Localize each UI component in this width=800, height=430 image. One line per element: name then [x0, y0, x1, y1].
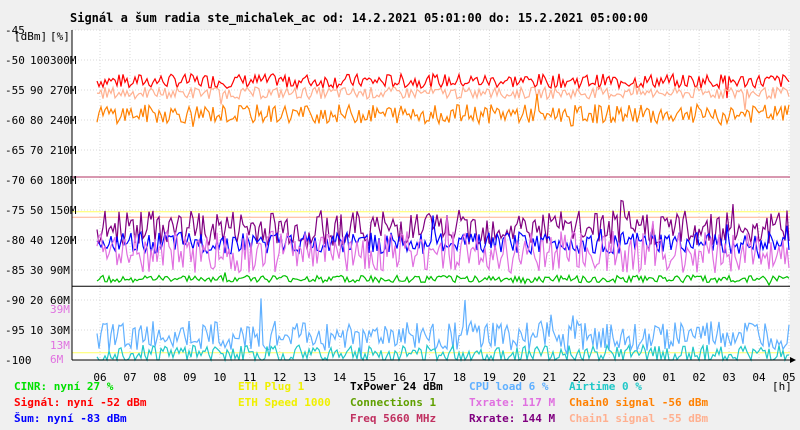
x-tick: 06 — [93, 371, 106, 384]
x-tick: 01 — [663, 371, 676, 384]
y-tick-dbm: -45 — [5, 24, 25, 37]
y-tick-percent: 60 — [30, 174, 43, 187]
y-tick-rate: 270M — [50, 84, 77, 97]
y-tick-dbm: -80 — [5, 234, 25, 247]
x-tick: 12 — [273, 371, 286, 384]
legend-entry: Chain0 signal -56 dBm — [569, 396, 708, 409]
series-line — [96, 216, 790, 275]
y-tick-dbm: -55 — [5, 84, 25, 97]
y-tick-rate: 60M — [50, 294, 70, 307]
x-tick: 17 — [423, 371, 436, 384]
x-tick: 04 — [752, 371, 766, 384]
legend-entry: Chain1 signal -55 dBm — [569, 412, 708, 425]
legend-entry: Rxrate: 144 M — [469, 412, 555, 425]
legend-entry: Connections 1 — [350, 396, 436, 409]
y-tick-dbm: -100 — [5, 354, 32, 367]
series-line — [96, 343, 790, 363]
y-tick-percent: 30 — [30, 264, 43, 277]
axes: -45 -50 100 300M -55 90 270M -60 80 240M -65 70 210M… — [5, 24, 796, 393]
y-tick-percent: 40 — [30, 234, 43, 247]
y-tick-percent: 20 — [30, 294, 43, 307]
legend-entry: ETH Plug 1 — [238, 380, 305, 393]
y-tick-rate: 150M — [50, 204, 77, 217]
y-tick-percent: 80 — [30, 114, 43, 127]
legend-entry: CINR: nyní 27 % — [14, 380, 114, 393]
y-tick-rate: 30M — [50, 324, 70, 337]
x-tick: 18 — [453, 371, 466, 384]
series-lines — [96, 72, 790, 363]
legend-entry: Signál: nyní -52 dBm — [14, 396, 147, 409]
legend-entry: Šum: nyní -83 dBm — [14, 412, 127, 425]
legend: CINR: nyní 27 % Signál: nyní -52 dBm Šum: … — [14, 380, 708, 425]
y-tick-rate: 180M — [50, 174, 77, 187]
y-tick-dbm: -70 — [5, 174, 25, 187]
y-tick-percent: 10 — [30, 324, 43, 337]
legend-entry: TxPower 24 dBm — [350, 380, 443, 393]
y-tick-percent: 50 — [30, 204, 43, 217]
rate-marker: 39M — [50, 303, 70, 316]
x-tick: 20 — [513, 371, 526, 384]
x-tick: 08 — [153, 371, 166, 384]
y-tick-rate: 240M — [50, 114, 77, 127]
x-tick: 16 — [393, 371, 406, 384]
x-tick: 21 — [543, 371, 556, 384]
y-tick-dbm: -60 — [5, 114, 25, 127]
y-tick-rate: 90M — [50, 264, 70, 277]
legend-entry: ETH Speed 1000 — [238, 396, 331, 409]
y-tick-rate: 300M — [50, 54, 77, 67]
x-tick: 00 — [633, 371, 646, 384]
y-tick-percent: 90 — [30, 84, 43, 97]
x-axis-unit: [h] — [772, 380, 792, 393]
x-axis-arrow — [790, 357, 796, 363]
y-unit-dbm: [dBm] — [14, 30, 47, 43]
x-tick: 19 — [483, 371, 496, 384]
chart-title: Signál a šum radia ste_michalek_ac od: 1… — [70, 11, 648, 26]
x-tick: 14 — [333, 371, 347, 384]
y-tick-percent: 70 — [30, 144, 43, 157]
x-tick: 13 — [303, 371, 316, 384]
x-tick: 03 — [722, 371, 735, 384]
x-tick: 23 — [603, 371, 616, 384]
legend-entry: Txrate: 117 M — [469, 396, 555, 409]
series-line — [96, 81, 790, 111]
plot-grid — [72, 29, 790, 361]
rate-marker: 6M — [50, 353, 64, 366]
series-line — [96, 272, 790, 287]
x-tick: 05 — [782, 371, 795, 384]
rate-marker: 13M — [50, 339, 70, 352]
legend-entry: CPU load 6 % — [469, 380, 549, 393]
series-line — [96, 93, 790, 127]
y-tick-dbm: -75 — [5, 204, 25, 217]
y-unit-percent: [%] — [50, 30, 70, 43]
series-line — [96, 199, 790, 250]
y-tick-dbm: -90 — [5, 294, 25, 307]
y-tick-dbm: -50 — [5, 54, 25, 67]
x-tick: 11 — [243, 371, 256, 384]
x-tick: 07 — [123, 371, 136, 384]
legend-entry: Airtime 0 % — [569, 380, 642, 393]
x-tick: 09 — [183, 371, 196, 384]
x-tick: 15 — [363, 371, 376, 384]
y-tick-dbm: -65 — [5, 144, 25, 157]
x-tick: 02 — [693, 371, 706, 384]
x-tick: 10 — [213, 371, 226, 384]
legend-entry: Freq 5660 MHz — [350, 412, 436, 425]
series-line — [96, 215, 790, 259]
y-tick-rate: 120M — [50, 234, 77, 247]
y-tick-dbm: -85 — [5, 264, 25, 277]
series-line — [96, 298, 790, 360]
x-tick: 22 — [573, 371, 586, 384]
y-tick-rate: 210M — [50, 144, 77, 157]
series-line — [96, 72, 790, 99]
y-tick-percent: 100 — [30, 54, 50, 67]
y-tick-dbm: -95 — [5, 324, 25, 337]
